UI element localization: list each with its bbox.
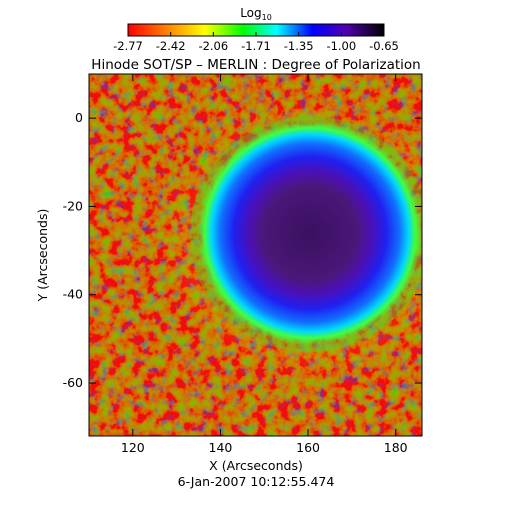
sunspot: [198, 121, 422, 345]
y-tick-label: -60: [63, 375, 83, 390]
x-tick-label: 140: [209, 440, 233, 455]
heatmap: [89, 74, 422, 436]
colorbar-tick-label: -1.71: [241, 39, 271, 53]
colorbar-ticks: -2.77 -2.42 -2.06 -1.71 -1.35 -1.00 -0.65: [113, 32, 399, 53]
axes: 120 140 160 180 0 -20 -40 -60: [63, 74, 422, 455]
colorbar-tick-label: -2.42: [156, 39, 186, 53]
x-tick-label: 160: [296, 440, 320, 455]
colorbar-tick-label: -1.35: [284, 39, 314, 53]
colorbar-label: Log10: [240, 6, 272, 22]
y-axis-label: Y (Arcseconds): [35, 209, 50, 303]
timestamp: 6-Jan-2007 10:12:55.474: [178, 474, 335, 489]
y-tick-label: -20: [63, 198, 83, 213]
y-tick-label: 0: [75, 110, 83, 125]
colorbar-tick-label: -2.06: [198, 39, 228, 53]
colorbar-tick-label: -1.00: [326, 39, 356, 53]
y-tick-label: -40: [63, 287, 83, 302]
colorbar-tick-label: -0.65: [369, 39, 399, 53]
colorbar-tick-label: -2.77: [113, 39, 143, 53]
x-axis-label: X (Arcseconds): [209, 458, 303, 473]
plot-frame: [88, 73, 423, 437]
x-tick-label: 120: [121, 440, 145, 455]
x-tick-label: 180: [384, 440, 408, 455]
chart-title: Hinode SOT/SP – MERLIN : Degree of Polar…: [91, 57, 420, 73]
